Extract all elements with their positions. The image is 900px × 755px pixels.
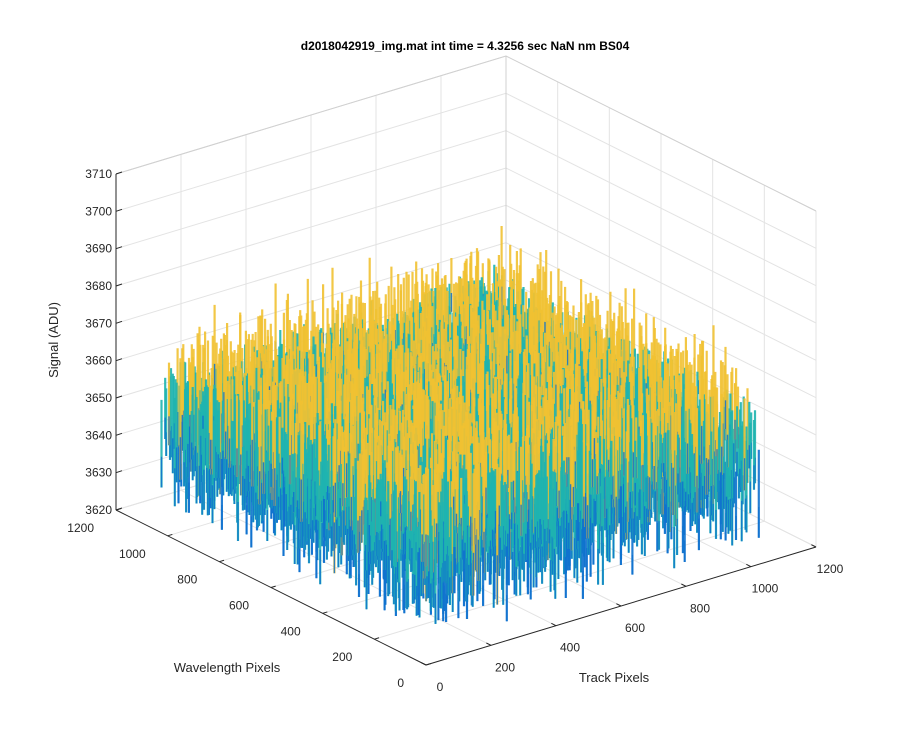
- surface: [162, 226, 759, 624]
- box-edge: [116, 56, 816, 211]
- grid-line: [116, 56, 816, 211]
- grid-line: [116, 93, 816, 248]
